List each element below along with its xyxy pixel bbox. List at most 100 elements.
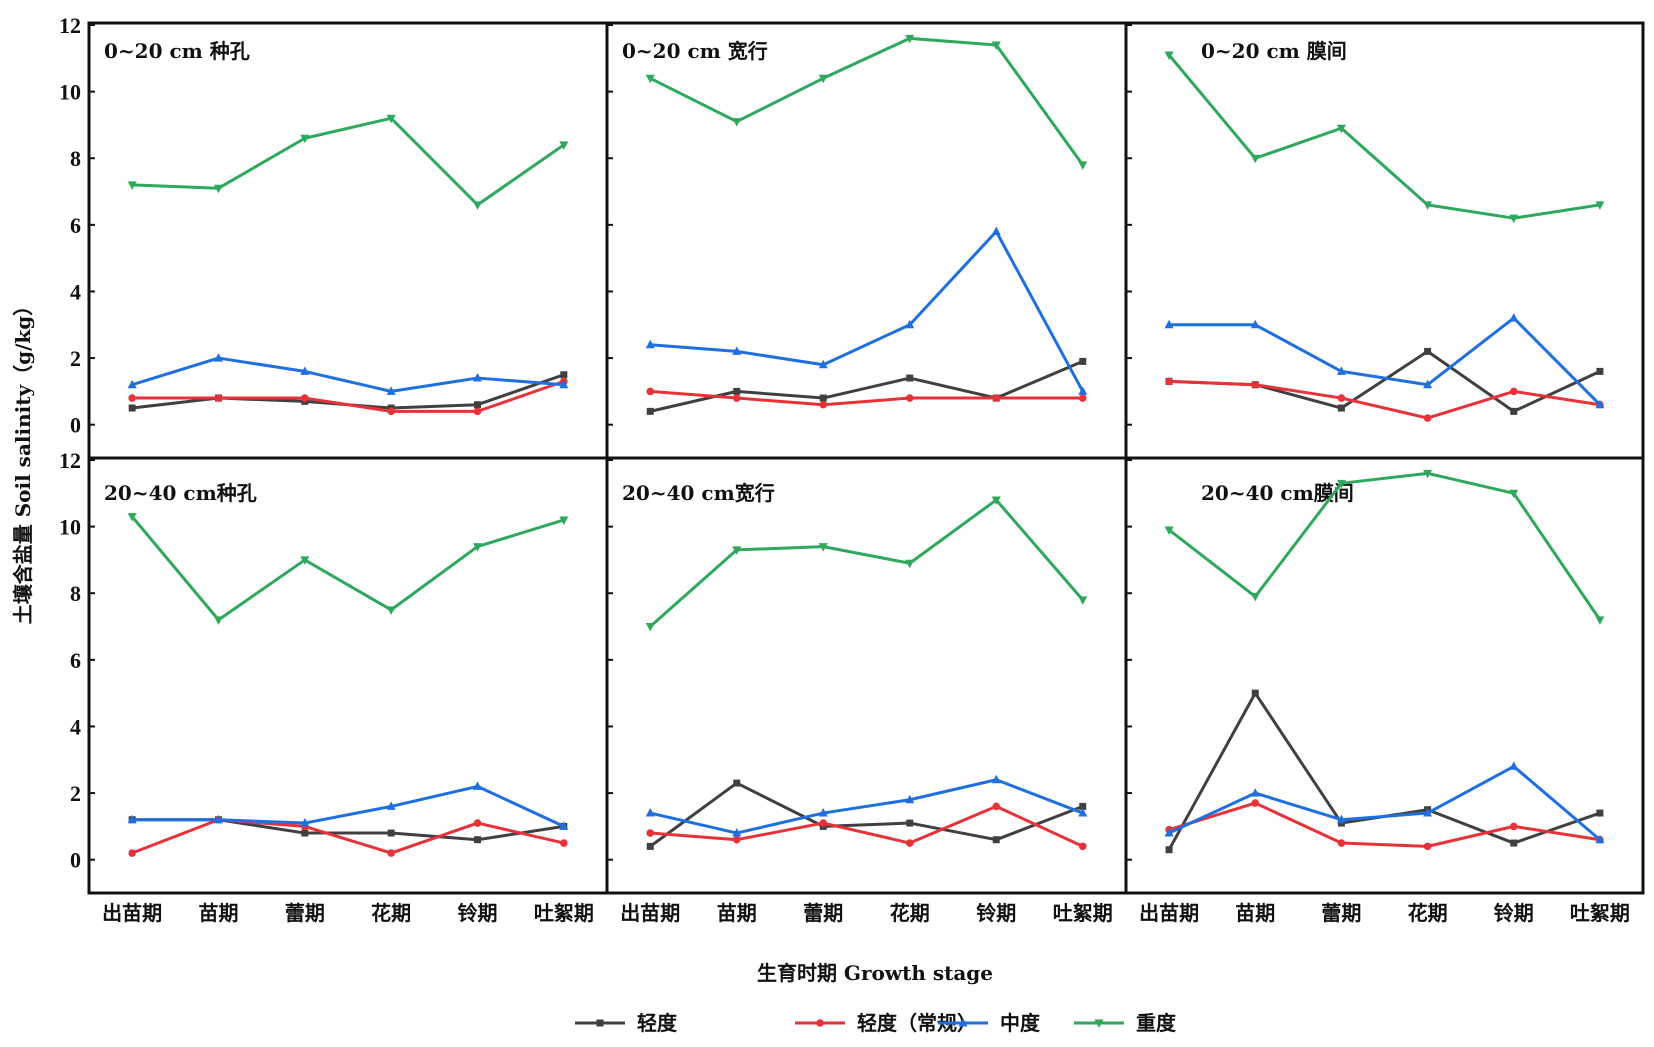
x-tick-label: 花期 — [1408, 901, 1448, 925]
data-point-triangle — [1164, 526, 1174, 535]
y-tick-label: 12 — [59, 13, 81, 38]
data-point-square — [474, 836, 481, 844]
x-tick-label: 出苗期 — [620, 901, 680, 925]
data-point-square — [560, 371, 568, 379]
data-point-triangle — [1336, 479, 1346, 489]
data-point-square — [1079, 802, 1087, 810]
data-point-square — [733, 779, 741, 787]
data-point-triangle — [127, 513, 137, 522]
series-line — [649, 778, 1084, 835]
data-point-triangle — [818, 808, 828, 817]
data-point-circle — [819, 819, 828, 827]
panel-6: 出苗期 苗期 蕾期 花期 铃期 吐絮期 20~40 cm膜间 — [1124, 456, 1645, 925]
series-3 — [127, 353, 569, 395]
data-point-triangle — [214, 184, 223, 194]
data-point-circle — [301, 394, 309, 402]
series-1 — [1165, 347, 1604, 415]
series-1 — [646, 357, 1087, 415]
x-tick-label: 苗期 — [199, 901, 239, 925]
data-point-triangle — [1595, 201, 1605, 210]
data-point-triangle — [300, 366, 310, 375]
series-2 — [646, 802, 1087, 851]
data-point-triangle — [300, 134, 310, 144]
data-point-circle — [992, 802, 1001, 811]
data-point-triangle — [645, 808, 655, 817]
data-point-square — [1596, 367, 1604, 375]
data-point-circle — [1509, 387, 1518, 396]
x-tick-label: 蕾期 — [285, 901, 325, 925]
x-tick-label: 蕾期 — [803, 901, 843, 925]
data-point-triangle — [473, 373, 482, 382]
y-tick-label: 8 — [70, 581, 81, 606]
data-point-triangle — [1078, 808, 1088, 817]
data-point-triangle — [732, 118, 742, 127]
series-line — [649, 781, 1084, 848]
data-point-triangle — [1595, 616, 1605, 625]
series-2 — [1165, 799, 1604, 851]
data-point-triangle — [1509, 214, 1519, 224]
data-point-triangle — [818, 74, 828, 84]
series-line — [131, 356, 564, 393]
data-point-triangle — [127, 181, 137, 190]
data-point-circle — [473, 819, 482, 827]
series-line — [1167, 54, 1601, 220]
legend-item: 重度 — [1074, 1011, 1177, 1035]
data-point-triangle — [645, 623, 655, 632]
data-point-square — [1424, 347, 1432, 355]
data-point-triangle — [386, 801, 396, 810]
data-point-triangle — [645, 339, 655, 349]
y-tick-label: 6 — [70, 648, 81, 673]
y-axis-title: 土壤含盐量 Soil salinity（g/kg） — [11, 296, 35, 624]
data-point-triangle — [958, 1018, 968, 1027]
data-point-triangle — [1595, 834, 1605, 844]
y-tick-label: 4 — [70, 279, 81, 304]
series-line — [1169, 379, 1601, 420]
data-point-square — [819, 394, 827, 402]
x-tick-label: 出苗期 — [102, 901, 162, 925]
data-point-triangle — [1423, 808, 1433, 817]
data-point-square — [301, 829, 309, 837]
series-4 — [645, 496, 1088, 632]
panel-title: 0~20 cm 宽行 — [622, 39, 768, 63]
panel-5: 出苗期 苗期 蕾期 花期 铃期 吐絮期 20~40 cm宽行 — [605, 456, 1128, 925]
data-point-triangle — [905, 794, 915, 804]
data-point-triangle — [991, 226, 1001, 236]
series-line — [650, 804, 1084, 848]
data-point-circle — [1251, 380, 1260, 389]
series-line — [1167, 691, 1601, 851]
data-point-triangle — [1094, 1019, 1104, 1028]
data-point-triangle — [732, 546, 742, 555]
data-point-square — [733, 387, 741, 395]
panel-frame — [1124, 456, 1645, 895]
x-tick-label: 花期 — [371, 901, 411, 925]
panel-title: 20~40 cm宽行 — [622, 481, 775, 505]
data-point-triangle — [559, 516, 569, 525]
x-axis-title: 生育时期 Growth stage — [757, 961, 993, 985]
x-tick-label: 苗期 — [1235, 901, 1275, 925]
series-4 — [1164, 51, 1605, 224]
y-tick-label: 8 — [70, 146, 81, 171]
data-point-triangle — [1509, 489, 1519, 499]
data-point-triangle — [991, 774, 1001, 784]
series-line — [649, 498, 1084, 628]
data-point-triangle — [1423, 469, 1433, 479]
y-tick-label: 6 — [70, 213, 81, 238]
data-point-circle — [1337, 394, 1346, 402]
data-point-triangle — [1336, 366, 1346, 375]
data-point-triangle — [1250, 593, 1260, 602]
data-point-circle — [732, 835, 741, 844]
data-point-triangle — [905, 559, 915, 569]
data-point-triangle — [1509, 761, 1519, 770]
series-line — [131, 818, 565, 855]
data-point-square — [1079, 357, 1087, 365]
data-point-square — [646, 407, 654, 415]
data-point-triangle — [386, 114, 396, 124]
x-tick-label: 吐絮期 — [1053, 901, 1113, 925]
data-point-circle — [732, 394, 741, 402]
data-point-triangle — [559, 379, 569, 389]
data-point-triangle — [1423, 379, 1433, 389]
data-point-square — [1510, 407, 1518, 415]
y-tick-label: 10 — [59, 80, 81, 105]
data-point-triangle — [991, 496, 1001, 505]
